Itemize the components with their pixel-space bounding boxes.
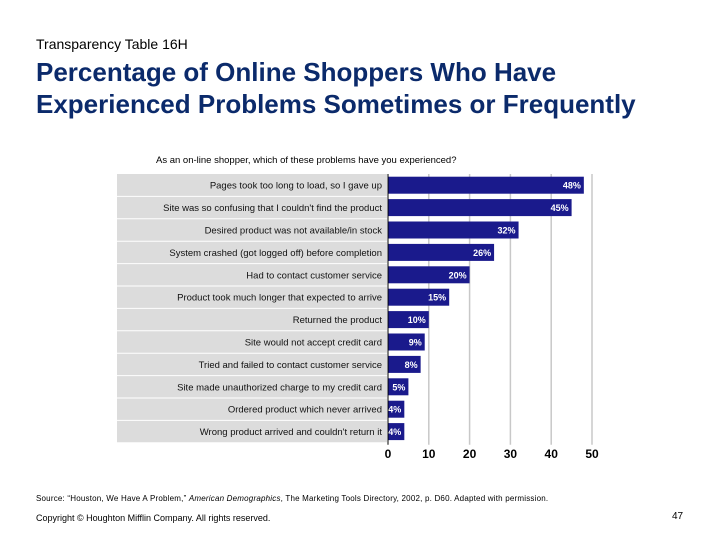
x-tick-label: 40 — [545, 447, 559, 461]
category-label: Site made unauthorized charge to my cred… — [177, 382, 382, 393]
category-label: Site was so confusing that I couldn't fi… — [163, 203, 382, 214]
category-label: Desired product was not available/in sto… — [205, 226, 383, 237]
bar — [388, 400, 405, 418]
x-tick-label: 20 — [463, 447, 477, 461]
bar — [388, 311, 429, 329]
category-label: Product took much longer that expected t… — [177, 293, 382, 304]
data-label: 5% — [392, 382, 405, 392]
data-label: 20% — [449, 270, 467, 280]
bar — [388, 378, 409, 396]
source-suffix: , The Marketing Tools Directory, 2002, p… — [280, 494, 549, 503]
category-label: Wrong product arrived and couldn't retur… — [200, 427, 383, 438]
data-label: 4% — [388, 427, 401, 437]
bar — [388, 176, 584, 194]
category-label: Pages took too long to load, so I gave u… — [210, 181, 382, 192]
slide-label: Transparency Table 16H — [36, 36, 188, 52]
bar — [388, 243, 495, 261]
bar — [388, 423, 405, 441]
bar — [388, 355, 421, 373]
bar — [388, 221, 519, 239]
page-number: 47 — [672, 511, 684, 522]
source-citation: Source: “Houston, We Have A Problem,” Am… — [36, 494, 548, 503]
category-label: System crashed (got logged off) before c… — [169, 248, 382, 259]
chart-title: As an on-line shopper, which of these pr… — [156, 155, 457, 166]
x-tick-label: 30 — [504, 447, 518, 461]
bar — [388, 199, 572, 217]
category-label: Returned the product — [293, 315, 383, 326]
category-label: Tried and failed to contact customer ser… — [199, 360, 382, 371]
data-label: 9% — [409, 338, 422, 348]
category-label: Ordered product which never arrived — [228, 405, 382, 416]
data-label: 45% — [551, 203, 569, 213]
category-label: Had to contact customer service — [246, 270, 382, 281]
bar — [388, 288, 450, 306]
bar — [388, 333, 425, 351]
data-label: 32% — [498, 226, 516, 236]
bar — [388, 266, 470, 284]
data-label: 48% — [563, 181, 581, 191]
x-tick-label: 10 — [422, 447, 436, 461]
data-label: 10% — [408, 315, 426, 325]
data-label: 15% — [428, 293, 446, 303]
x-tick-label: 50 — [585, 447, 599, 461]
source-publication: American Demographics — [188, 494, 281, 503]
category-label: Site would not accept credit card — [245, 338, 382, 349]
data-label: 8% — [405, 360, 418, 370]
data-label: 26% — [473, 248, 491, 258]
copyright-notice: Copyright © Houghton Mifflin Company. Al… — [36, 513, 271, 523]
data-label: 4% — [388, 405, 401, 415]
slide-title: Percentage of Online Shoppers Who Have E… — [36, 57, 636, 119]
x-tick-label: 0 — [385, 447, 392, 461]
source-prefix: Source: “Houston, We Have A Problem,” — [36, 494, 189, 503]
